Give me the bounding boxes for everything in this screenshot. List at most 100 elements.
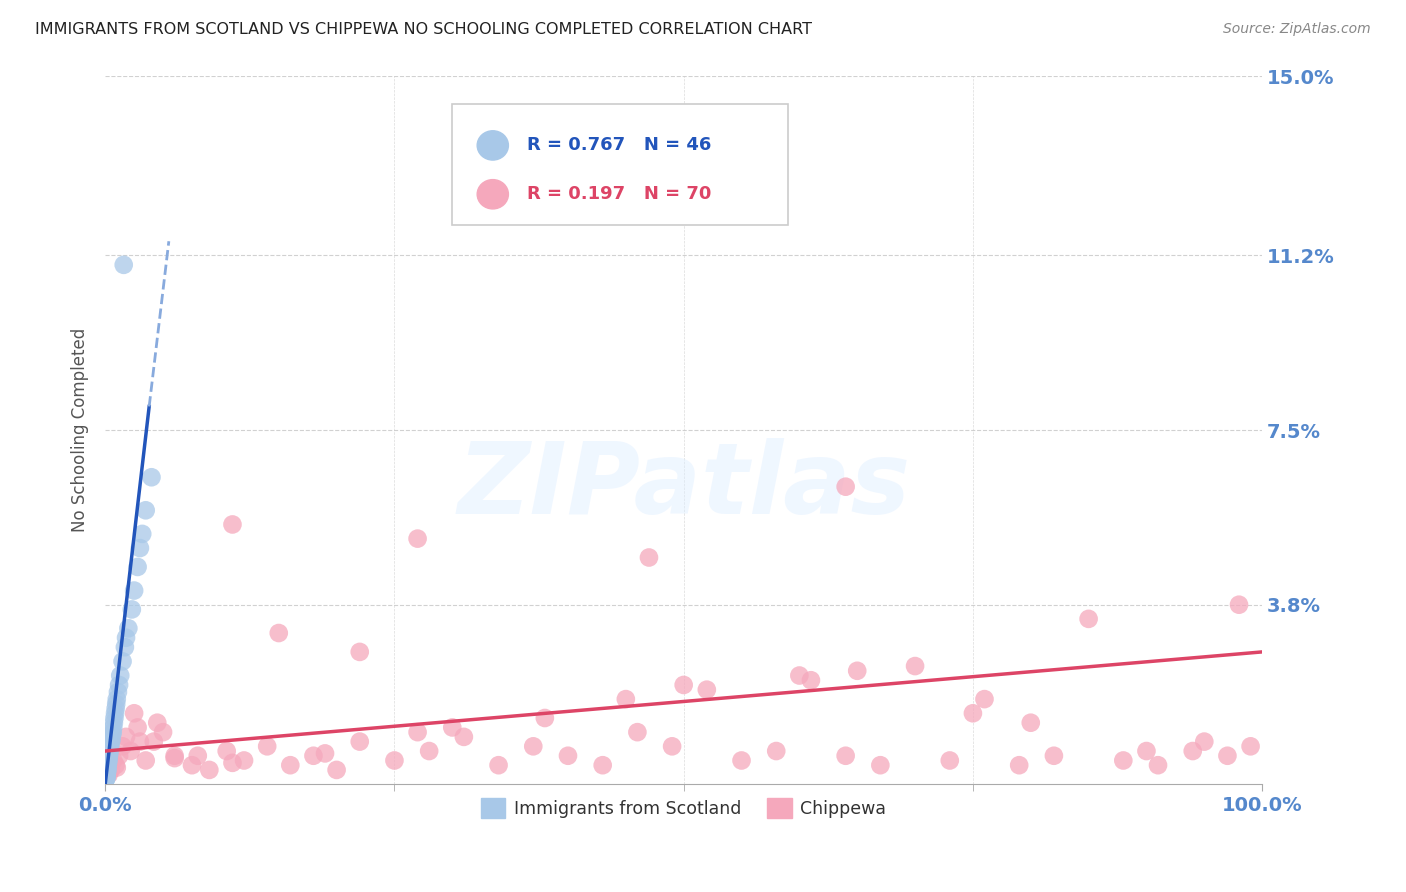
Point <box>98 744 121 758</box>
Point <box>1112 754 1135 768</box>
Point <box>672 678 695 692</box>
Point <box>441 721 464 735</box>
Point <box>163 748 186 763</box>
Point <box>97 756 120 770</box>
Point <box>142 734 165 748</box>
Point <box>614 692 637 706</box>
Point <box>96 770 118 784</box>
Point <box>406 725 429 739</box>
Point <box>534 711 557 725</box>
Point <box>846 664 869 678</box>
Point <box>135 754 157 768</box>
Point <box>198 763 221 777</box>
Point <box>638 550 661 565</box>
Point <box>592 758 614 772</box>
Point <box>105 692 128 706</box>
Point <box>488 758 510 772</box>
Point <box>97 751 120 765</box>
Point <box>135 503 157 517</box>
Point <box>384 754 406 768</box>
Point <box>111 739 134 754</box>
Point <box>112 258 135 272</box>
Point <box>302 748 325 763</box>
Point <box>939 754 962 768</box>
Point <box>418 744 440 758</box>
Point <box>115 730 138 744</box>
Point <box>453 730 475 744</box>
Point <box>1019 715 1042 730</box>
Point <box>314 747 336 761</box>
Point <box>221 756 243 770</box>
Point <box>152 725 174 739</box>
Point <box>522 739 544 754</box>
Point <box>869 758 891 772</box>
Point <box>278 758 301 772</box>
Point <box>105 697 128 711</box>
Point <box>108 748 131 763</box>
Point <box>349 645 371 659</box>
Point <box>129 734 152 748</box>
Point <box>1239 739 1261 754</box>
Point <box>111 654 134 668</box>
Point <box>100 737 122 751</box>
Point <box>96 764 118 778</box>
Point <box>96 765 118 780</box>
Point <box>127 560 149 574</box>
Point <box>221 517 243 532</box>
Point <box>103 715 125 730</box>
Point <box>834 748 856 763</box>
Point <box>100 734 122 748</box>
Point <box>349 734 371 748</box>
Point <box>94 772 117 786</box>
Point <box>233 754 256 768</box>
Point <box>215 744 238 758</box>
Point <box>789 668 811 682</box>
Point <box>97 758 120 772</box>
Point <box>98 739 121 754</box>
Y-axis label: No Schooling Completed: No Schooling Completed <box>72 328 89 533</box>
Point <box>98 741 121 756</box>
Point <box>800 673 823 688</box>
Point <box>1181 744 1204 758</box>
Point <box>94 772 117 786</box>
Point <box>973 692 995 706</box>
Point <box>117 621 139 635</box>
Point <box>122 706 145 721</box>
Point <box>101 725 124 739</box>
Ellipse shape <box>477 179 509 209</box>
Point <box>104 701 127 715</box>
Point <box>131 527 153 541</box>
Point <box>1227 598 1250 612</box>
Point <box>97 754 120 768</box>
Point <box>1135 744 1157 758</box>
Point <box>256 739 278 754</box>
Point <box>834 480 856 494</box>
Legend: Immigrants from Scotland, Chippewa: Immigrants from Scotland, Chippewa <box>474 791 893 825</box>
Point <box>962 706 984 721</box>
Point <box>96 760 118 774</box>
Point <box>97 748 120 763</box>
Point <box>103 721 125 735</box>
Point <box>94 772 117 787</box>
Point <box>101 727 124 741</box>
Point <box>105 760 128 774</box>
Point <box>765 744 787 758</box>
Point <box>104 758 127 772</box>
Point <box>96 771 118 785</box>
Point <box>141 470 163 484</box>
Text: R = 0.197   N = 70: R = 0.197 N = 70 <box>527 186 711 203</box>
Point <box>325 763 347 777</box>
Point <box>96 767 118 781</box>
Point <box>97 767 120 781</box>
Point <box>108 678 131 692</box>
Point <box>107 685 129 699</box>
Text: ZIPatlas: ZIPatlas <box>457 438 910 535</box>
Point <box>181 758 204 772</box>
Point <box>1216 748 1239 763</box>
Point <box>1077 612 1099 626</box>
Point <box>96 763 118 777</box>
Ellipse shape <box>477 131 509 160</box>
Point <box>1043 748 1066 763</box>
Point <box>96 766 118 780</box>
Point <box>1194 734 1216 748</box>
